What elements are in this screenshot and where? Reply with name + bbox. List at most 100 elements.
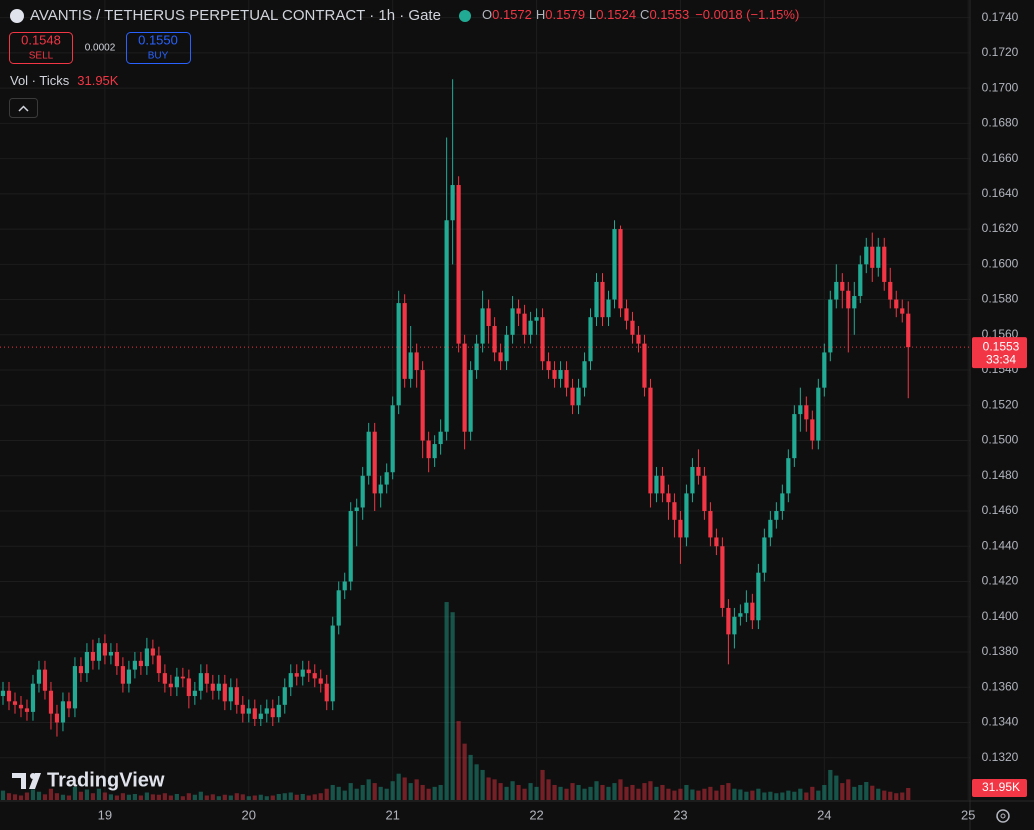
volume-bar	[786, 790, 791, 800]
market-status	[459, 10, 471, 22]
volume-bar	[258, 794, 263, 800]
candle-body	[60, 701, 66, 723]
volume-bar	[450, 612, 455, 800]
volume-bar	[402, 777, 407, 800]
volume-bar	[762, 792, 767, 800]
candle-body	[222, 683, 227, 702]
volume-bar	[804, 792, 809, 800]
candle-body	[246, 708, 251, 714]
volume-bar	[276, 793, 281, 800]
volume-bar	[702, 788, 707, 800]
volume-bar	[0, 790, 6, 800]
settings-icon[interactable]	[996, 809, 1010, 823]
candle-body	[474, 343, 479, 371]
last-price-tag	[972, 337, 1027, 369]
candle-body	[132, 660, 137, 670]
buy-button[interactable]	[126, 32, 191, 64]
volume-bar	[582, 788, 587, 800]
volume-bar	[336, 786, 341, 800]
candle-body	[66, 701, 72, 709]
x-tick-label: 23	[673, 807, 687, 822]
candle-body	[216, 683, 221, 691]
symbol-icon	[10, 9, 24, 23]
sell-button[interactable]	[9, 32, 73, 64]
candle-body	[756, 572, 761, 621]
volume-bar	[132, 793, 137, 800]
y-tick-label: 0.1400	[982, 609, 1019, 623]
candle-body	[798, 405, 803, 415]
candle-body	[126, 669, 131, 684]
volume-bar	[72, 786, 78, 800]
candle-body	[180, 676, 185, 679]
candle-body	[558, 370, 563, 379]
volume-bar	[12, 794, 18, 800]
candle-body	[6, 690, 12, 702]
candle-body	[630, 320, 635, 335]
candle-body	[414, 352, 419, 371]
volume-bar	[114, 795, 120, 800]
candle-body	[264, 708, 269, 714]
candle-body	[252, 708, 257, 719]
candle-body	[618, 229, 623, 309]
candle-body	[144, 648, 149, 667]
candle-body	[642, 343, 647, 388]
x-tick-label: 21	[385, 807, 399, 822]
candle-body	[30, 683, 36, 712]
y-tick-label: 0.1420	[982, 574, 1019, 588]
candle-body	[24, 708, 30, 712]
y-tick-label: 0.1740	[982, 10, 1019, 24]
volume-bar	[504, 786, 509, 800]
candle-body	[360, 475, 365, 508]
candle-body	[276, 704, 281, 718]
candle-body	[660, 475, 665, 494]
volume-bar	[36, 791, 42, 800]
y-tick-label: 0.1580	[982, 292, 1019, 306]
volume-bar	[90, 793, 96, 800]
legend-letter: O	[482, 7, 492, 22]
candle-body	[36, 669, 42, 684]
candle-body	[348, 511, 353, 582]
volume-bar	[372, 783, 377, 800]
volume-bar	[600, 784, 605, 800]
axes: 0.1320 0.1340 0.1360 0.1380 0.1400 0.1420 0.14…	[0, 10, 1027, 822]
candle-body	[18, 704, 24, 709]
ohlc-legend: O0.1572 H0.1579 L0.1524 C0.1553 −0.0018 (−1.…	[482, 7, 799, 22]
legend-change: −0.0018 (−1.15%)	[695, 7, 799, 22]
candle-body	[270, 708, 275, 718]
candle-body	[636, 334, 641, 344]
candle-body	[378, 484, 383, 494]
volume-bar	[774, 793, 779, 800]
volume-bar	[264, 796, 269, 800]
candle-body	[738, 613, 743, 617]
candle-body	[510, 308, 515, 335]
volume-bar	[684, 784, 689, 800]
volume-bar	[378, 786, 383, 800]
y-tick-label: 0.1620	[982, 221, 1019, 235]
volume-bar	[396, 773, 401, 800]
volume-bar	[852, 786, 857, 800]
x-tick-label: 25	[961, 807, 975, 822]
volume-bar	[534, 786, 539, 800]
volume-bar	[354, 788, 359, 800]
volume-bar	[444, 602, 449, 800]
candle-body	[582, 361, 587, 388]
candle-body	[138, 660, 143, 667]
volume-bar	[900, 792, 905, 800]
volume-bar	[342, 790, 347, 800]
candle-body	[42, 669, 48, 691]
collapse-button[interactable]	[9, 98, 38, 118]
candle-body	[552, 370, 557, 379]
candle-body	[744, 602, 749, 614]
y-tick-label: 0.1660	[982, 151, 1019, 165]
sell-price: 0.1548	[21, 32, 61, 47]
candle-body	[48, 690, 54, 714]
buy-price: 0.1550	[138, 32, 178, 47]
candle-body	[900, 308, 905, 314]
candle-body	[588, 317, 593, 362]
volume-bar	[318, 793, 323, 800]
candle-body	[840, 281, 845, 291]
candle-body	[492, 325, 497, 353]
volume-bar	[708, 786, 713, 800]
x-tick-label: 24	[817, 807, 831, 822]
volume-bar	[126, 794, 131, 800]
